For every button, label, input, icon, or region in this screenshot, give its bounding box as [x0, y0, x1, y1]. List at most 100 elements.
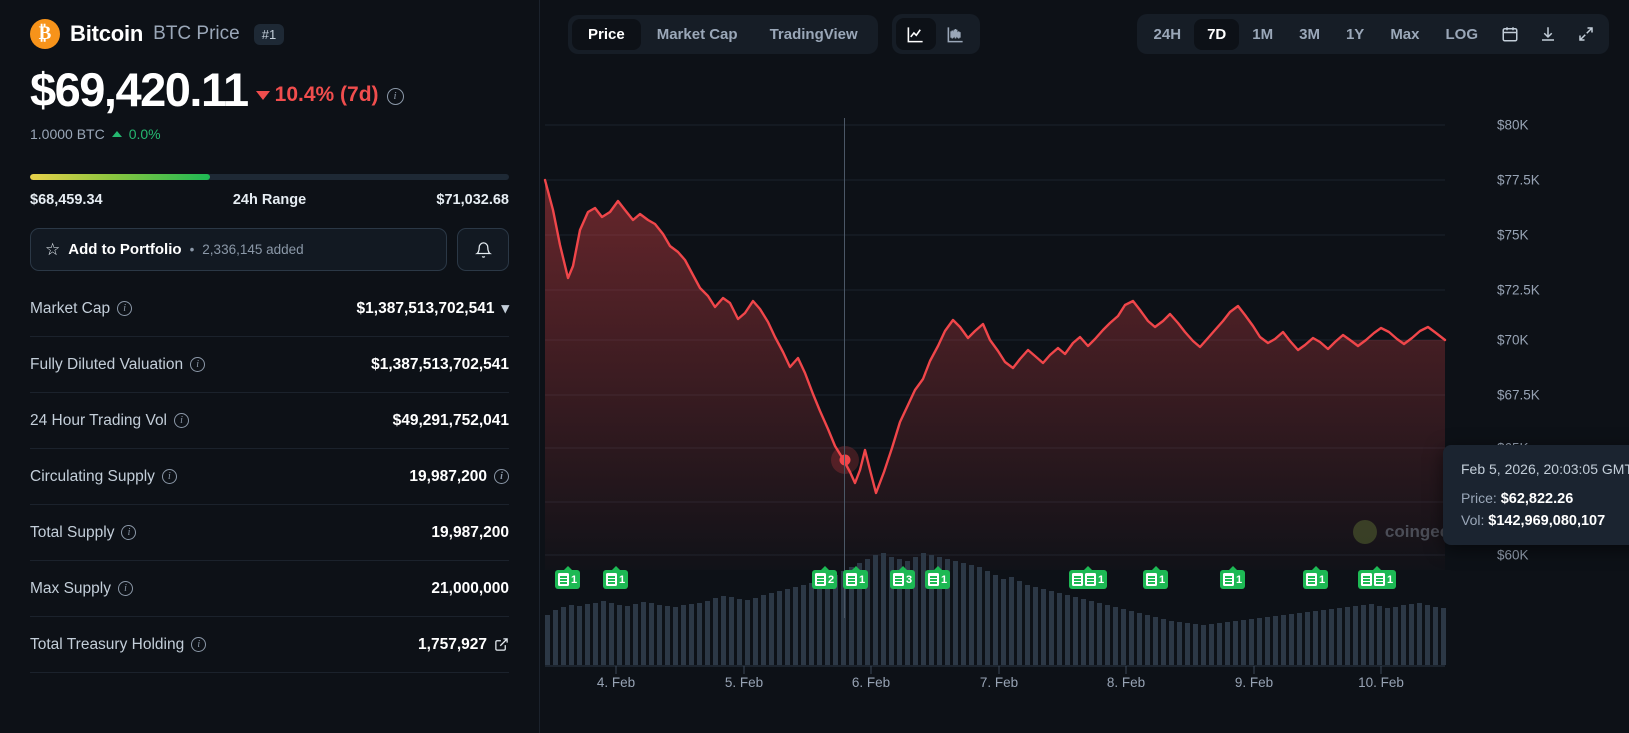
news-marker-count: 1 — [941, 573, 948, 586]
stat-label-text: Circulating Supply — [30, 467, 155, 485]
range-3m[interactable]: 3M — [1299, 25, 1320, 43]
news-marker-count: 1 — [1319, 573, 1326, 586]
stat-row[interactable]: Total Treasury Holding i 1,757,927 — [30, 617, 509, 673]
range-7d[interactable]: 7D — [1194, 18, 1240, 50]
chart-type-toggle — [891, 14, 980, 54]
stat-row[interactable]: 24 Hour Trading Vol i $49,291,752,041 — [30, 393, 509, 449]
hover-point — [839, 454, 851, 466]
info-icon[interactable]: i — [117, 301, 133, 316]
news-marker[interactable]: 1 — [555, 566, 581, 589]
range-1m[interactable]: 1M — [1252, 25, 1274, 43]
news-marker-count: 1 — [1236, 573, 1243, 586]
info-icon[interactable]: i — [174, 413, 190, 428]
coin-stats-table: Market Cap i $1,387,513,702,541 ▾ Fully … — [30, 281, 509, 673]
coin-header: ₿ Bitcoin BTC Price #1 — [30, 10, 509, 58]
news-marker[interactable]: 1 — [1069, 566, 1108, 589]
info-icon[interactable]: i — [161, 469, 177, 484]
news-marker-count: 2 — [828, 573, 835, 586]
stat-value-text: $1,387,513,702,541 — [356, 299, 495, 317]
calendar-icon[interactable] — [1491, 18, 1529, 50]
x-tick-label: 9. Feb — [1234, 675, 1274, 690]
stat-label-text: Total Supply — [30, 523, 115, 541]
stat-label-text: Fully Diluted Valuation — [30, 355, 184, 373]
price-change-info-icon[interactable]: i — [386, 88, 404, 105]
tooltip-price: Price: $62,822.26 — [1461, 490, 1629, 507]
info-icon[interactable]: i — [494, 469, 509, 484]
stat-row[interactable]: Market Cap i $1,387,513,702,541 ▾ — [30, 281, 509, 337]
line-chart-icon[interactable] — [895, 18, 936, 50]
info-icon[interactable]: i — [121, 525, 137, 540]
info-icon[interactable]: i — [117, 581, 133, 596]
stat-label: Fully Diluted Valuation i — [30, 355, 206, 374]
stat-value-text: 19,987,200 — [431, 523, 509, 541]
y-tick-label: $70K — [1497, 332, 1529, 348]
price-alert-button[interactable] — [457, 228, 509, 271]
unit-amount: 1.0000 BTC — [30, 126, 105, 142]
portfolio-count: 2,336,145 added — [202, 242, 304, 257]
news-marker[interactable]: 1 — [843, 566, 869, 589]
news-marker[interactable]: 1 — [925, 566, 951, 589]
candlestick-chart-icon[interactable] — [936, 18, 976, 50]
range-low: $68,459.34 — [30, 192, 103, 208]
chart-panel: Price Market Cap TradingView — [540, 0, 1629, 733]
stat-label: 24 Hour Trading Vol i — [30, 412, 190, 430]
range-24h[interactable]: 24H — [1153, 25, 1182, 43]
stat-label-text: Market Cap — [30, 299, 111, 317]
news-doc-icon — [1072, 573, 1083, 586]
news-doc-icon — [1223, 573, 1234, 586]
expand-icon[interactable] — [1567, 18, 1605, 50]
price-range-section: $68,459.34 24h Range $71,032.68 — [30, 174, 509, 208]
x-tick-label: 7. Feb — [979, 675, 1019, 690]
news-marker[interactable]: 1 — [1358, 566, 1397, 589]
news-doc-icon — [846, 573, 857, 586]
crosshair-line — [844, 118, 845, 618]
stat-row[interactable]: Circulating Supply i 19,987,200 i — [30, 449, 509, 505]
range-1y[interactable]: 1Y — [1345, 25, 1365, 43]
stat-label: Total Treasury Holding i — [30, 636, 207, 654]
external-link-icon[interactable] — [494, 637, 509, 652]
time-range-selector: 24H 7D 1M 3M 1Y Max LOG — [1136, 14, 1609, 54]
news-marker[interactable]: 1 — [1143, 566, 1169, 589]
news-doc-icon — [928, 573, 939, 586]
stat-value: 19,987,200 — [431, 524, 509, 542]
stat-label: Max Supply i — [30, 580, 133, 598]
star-icon: ☆ — [45, 240, 61, 259]
chart-svg — [543, 124, 1447, 674]
range-title: 24h Range — [232, 192, 307, 208]
tooltip-volume-label: Vol: — [1461, 512, 1485, 528]
tooltip-volume-value: $142,969,080,107 — [1488, 513, 1606, 529]
coin-name: Bitcoin — [70, 21, 144, 46]
unit-price-row: 1.0000 BTC 0.0% — [30, 126, 509, 142]
news-marker[interactable]: 1 — [1303, 566, 1329, 589]
stat-row[interactable]: Fully Diluted Valuation i $1,387,513,702… — [30, 337, 509, 393]
range-bar[interactable] — [30, 174, 509, 180]
news-marker[interactable]: 1 — [1220, 566, 1246, 589]
news-marker[interactable]: 2 — [812, 566, 838, 589]
x-axis-ticks — [615, 666, 1382, 674]
tab-price[interactable]: Price — [572, 18, 641, 50]
tab-tradingview[interactable]: TradingView — [769, 25, 858, 43]
stat-row[interactable]: Total Supply i 19,987,200 — [30, 505, 509, 561]
download-icon[interactable] — [1529, 18, 1567, 50]
y-tick-label: $67.5K — [1497, 387, 1540, 403]
range-max[interactable]: Max — [1390, 25, 1420, 43]
price-change: 10.4% (7d) — [255, 83, 379, 113]
news-doc-icon — [1146, 573, 1157, 586]
news-marker[interactable]: 3 — [890, 566, 916, 589]
x-axis-labels: 4. Feb 5. Feb 6. Feb 7. Feb 8. Feb 9. Fe… — [540, 675, 1629, 699]
news-marker-count: 1 — [619, 573, 626, 586]
unit-change: 0.0% — [128, 126, 161, 142]
chevron-down-icon[interactable]: ▾ — [501, 300, 509, 317]
add-to-portfolio-button[interactable]: ☆ Add to Portfolio • 2,336,145 added — [30, 228, 447, 271]
info-icon[interactable]: i — [190, 357, 206, 372]
tab-market-cap[interactable]: Market Cap — [656, 25, 738, 43]
info-icon[interactable]: i — [191, 637, 207, 652]
news-marker[interactable]: 1 — [603, 566, 629, 589]
price-chart[interactable]: $80K $77.5K $75K $72.5K $70K $67.5K $65K… — [540, 70, 1629, 733]
stat-value-text: 1,757,927 — [418, 635, 487, 653]
news-marker-count: 1 — [859, 573, 866, 586]
range-labels: $68,459.34 24h Range $71,032.68 — [30, 192, 509, 208]
range-log[interactable]: LOG — [1445, 25, 1479, 43]
stat-row[interactable]: Max Supply i 21,000,000 — [30, 561, 509, 617]
y-tick-label: $80K — [1497, 117, 1529, 133]
